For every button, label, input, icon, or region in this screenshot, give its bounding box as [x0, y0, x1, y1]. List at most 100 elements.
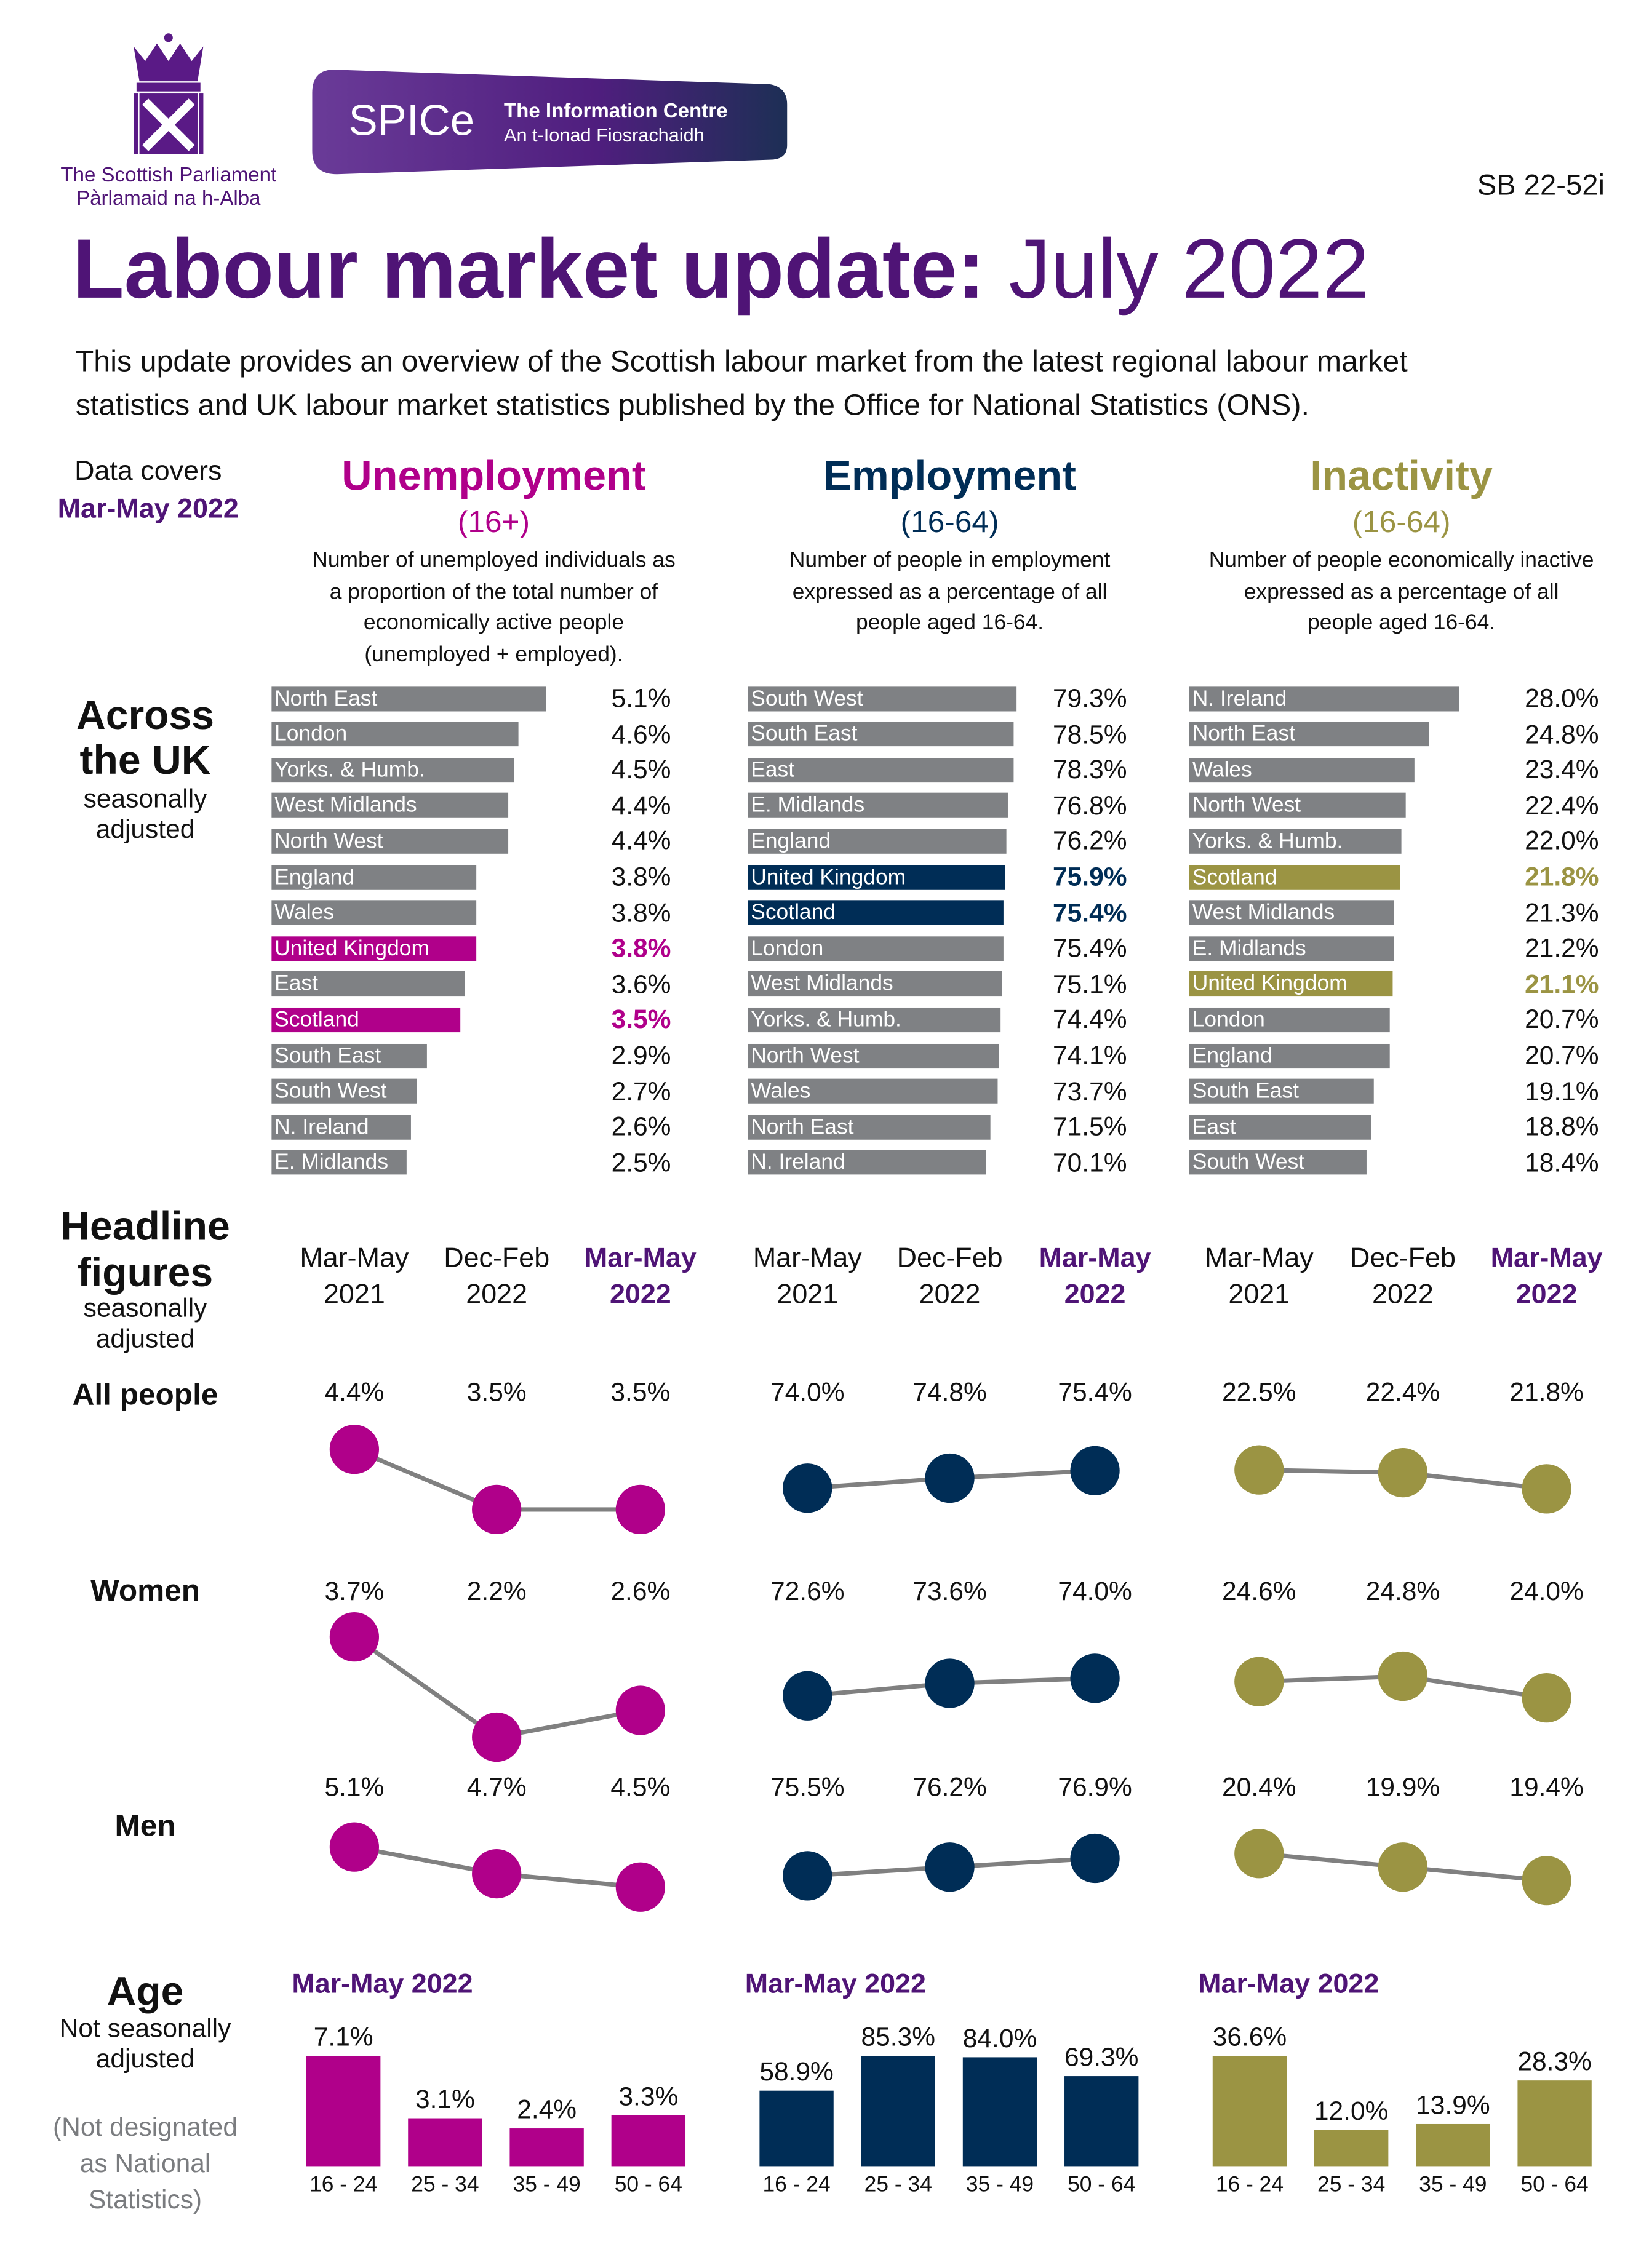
region-value: 21.2%: [1525, 934, 1599, 963]
period-header-line1: Dec-Feb: [896, 1243, 1003, 1275]
period-header-line1: Mar-May: [584, 1243, 697, 1275]
region-value: 18.8%: [1525, 1112, 1599, 1142]
inactivity-age-bar: [1517, 2080, 1592, 2167]
employment-women-value: 73.6%: [912, 1577, 987, 1606]
region-value: 21.8%: [1525, 862, 1599, 892]
data-covers-label: Data covers: [74, 456, 222, 487]
inactivity-title: Inactivity: [1310, 453, 1493, 501]
row-label-men: Men: [114, 1809, 176, 1844]
region-bar-south-west: South West: [748, 686, 1017, 711]
region-value: 3.8%: [611, 862, 671, 892]
period-header-line1: Mar-May: [1039, 1243, 1151, 1275]
period-header-line2: 2022: [1515, 1279, 1578, 1311]
region-value: 5.1%: [611, 683, 671, 713]
row-label-all-people: All people: [72, 1379, 218, 1412]
employment-age-value: 84.0%: [962, 2024, 1037, 2053]
region-bar-n-ireland: N. Ireland: [748, 1150, 986, 1176]
region-bar-n-ireland: N. Ireland: [271, 1114, 412, 1140]
period-header-line2: 2022: [919, 1279, 981, 1311]
unemployment-age-period: Mar-May 2022: [292, 1969, 473, 2000]
region-bar-e-midlands: E. Midlands: [1189, 936, 1394, 961]
employment-women-dot: [925, 1658, 975, 1708]
inactivity-men-value: 20.4%: [1222, 1772, 1296, 1802]
region-value: 4.5%: [611, 755, 671, 784]
unemployment-age-group: 25 - 34: [411, 2173, 479, 2198]
region-bar-england: England: [748, 829, 1007, 854]
unemployment-women-value: 2.2%: [466, 1577, 527, 1606]
unemployment-women-dot: [329, 1612, 380, 1662]
headline-note-2: adjusted: [95, 1324, 195, 1353]
employment-men-value: 76.2%: [912, 1772, 987, 1802]
region-value: 23.4%: [1525, 755, 1599, 784]
employment-age-value: 69.3%: [1064, 2043, 1139, 2072]
region-value: 22.0%: [1525, 826, 1599, 856]
region-bar-west-midlands: West Midlands: [748, 971, 1002, 997]
unemployment-age-bar: [611, 2115, 686, 2167]
region-bar-scotland: Scotland: [748, 900, 1004, 925]
age-note-2: adjusted: [95, 2044, 195, 2074]
region-bar-north-east: North East: [271, 686, 546, 711]
region-value: 4.6%: [611, 719, 671, 749]
employment-description-line: Number of people in employment: [789, 547, 1111, 573]
period-header-line2: 2022: [1372, 1279, 1434, 1311]
spice-banner: [312, 70, 788, 175]
period-header-line1: Mar-May: [1204, 1243, 1314, 1275]
inactivity-age-group: 25 - 34: [1317, 2173, 1386, 2198]
unemployment-all_people-dot: [615, 1484, 665, 1535]
employment-men-dot: [1070, 1833, 1120, 1884]
across-uk-note-1: seasonally: [83, 784, 207, 813]
period-header-line2: 2022: [609, 1279, 671, 1311]
unemployment-men-value: 4.7%: [466, 1772, 527, 1802]
employment-age-value: 85.3%: [861, 2022, 936, 2051]
parliament-name-en: The Scottish Parliament: [60, 162, 277, 186]
region-bar-north-east: North East: [748, 1114, 991, 1140]
inactivity-age-group: 16 - 24: [1215, 2173, 1284, 2198]
region-value: 2.5%: [611, 1148, 671, 1177]
employment-men-value: 76.9%: [1058, 1772, 1132, 1802]
employment-age-bar: [759, 2090, 834, 2167]
period-header-line1: Dec-Feb: [444, 1243, 550, 1275]
employment-men-dot: [783, 1851, 832, 1901]
region-value: 19.1%: [1525, 1076, 1599, 1106]
employment-description-line: people aged 16-64.: [856, 610, 1044, 635]
data-covers-period: Mar-May 2022: [57, 494, 239, 525]
unemployment-men-dot: [329, 1822, 380, 1872]
region-bar-london: London: [748, 936, 1004, 961]
unemployment-age-group: 50 - 64: [614, 2173, 682, 2198]
region-bar-north-west: North West: [1189, 793, 1406, 818]
unemployment-women-dot: [472, 1712, 522, 1762]
across-uk-note-2: adjusted: [95, 814, 195, 844]
unemployment-age-value: 2.4%: [517, 2095, 577, 2125]
region-bar-n-ireland: N. Ireland: [1189, 686, 1460, 711]
headline-note-1: seasonally: [83, 1293, 207, 1323]
unemployment-description-line: Number of unemployed individuals as: [312, 547, 676, 573]
unemployment-all_people-value: 3.5%: [466, 1377, 527, 1407]
region-value: 3.8%: [611, 934, 671, 963]
headline-title-2: figures: [77, 1250, 214, 1295]
region-bar-london: London: [271, 722, 519, 747]
region-value: 18.4%: [1525, 1148, 1599, 1177]
region-bar-south-east: South East: [1189, 1078, 1374, 1104]
region-bar-south-west: South West: [271, 1078, 417, 1104]
region-bar-north-east: North East: [1189, 722, 1429, 747]
unemployment-women-dot: [615, 1685, 665, 1735]
region-value: 4.4%: [611, 826, 671, 856]
region-value: 75.9%: [1053, 862, 1127, 892]
age-caveat-2: as National: [79, 2149, 211, 2178]
employment-title: Employment: [823, 453, 1076, 501]
unemployment-age-value: 7.1%: [313, 2022, 373, 2051]
region-value: 24.8%: [1525, 719, 1599, 749]
spice-subtitle-en: The Information Centre: [503, 98, 728, 122]
unemployment-men-dot: [472, 1848, 522, 1899]
region-bar-england: England: [1189, 1043, 1389, 1068]
region-bar-wales: Wales: [748, 1078, 998, 1104]
unemployment-age-bar: [306, 2056, 381, 2167]
region-value: 73.7%: [1053, 1076, 1127, 1106]
unemployment-age-range: (16+): [457, 506, 530, 539]
inactivity-all_people-dot: [1234, 1445, 1284, 1495]
unemployment-all_people-dot: [329, 1425, 380, 1474]
unemployment-age-group: 16 - 24: [309, 2173, 378, 2198]
employment-age-bar: [861, 2056, 935, 2167]
inactivity-women-dot: [1234, 1657, 1284, 1706]
